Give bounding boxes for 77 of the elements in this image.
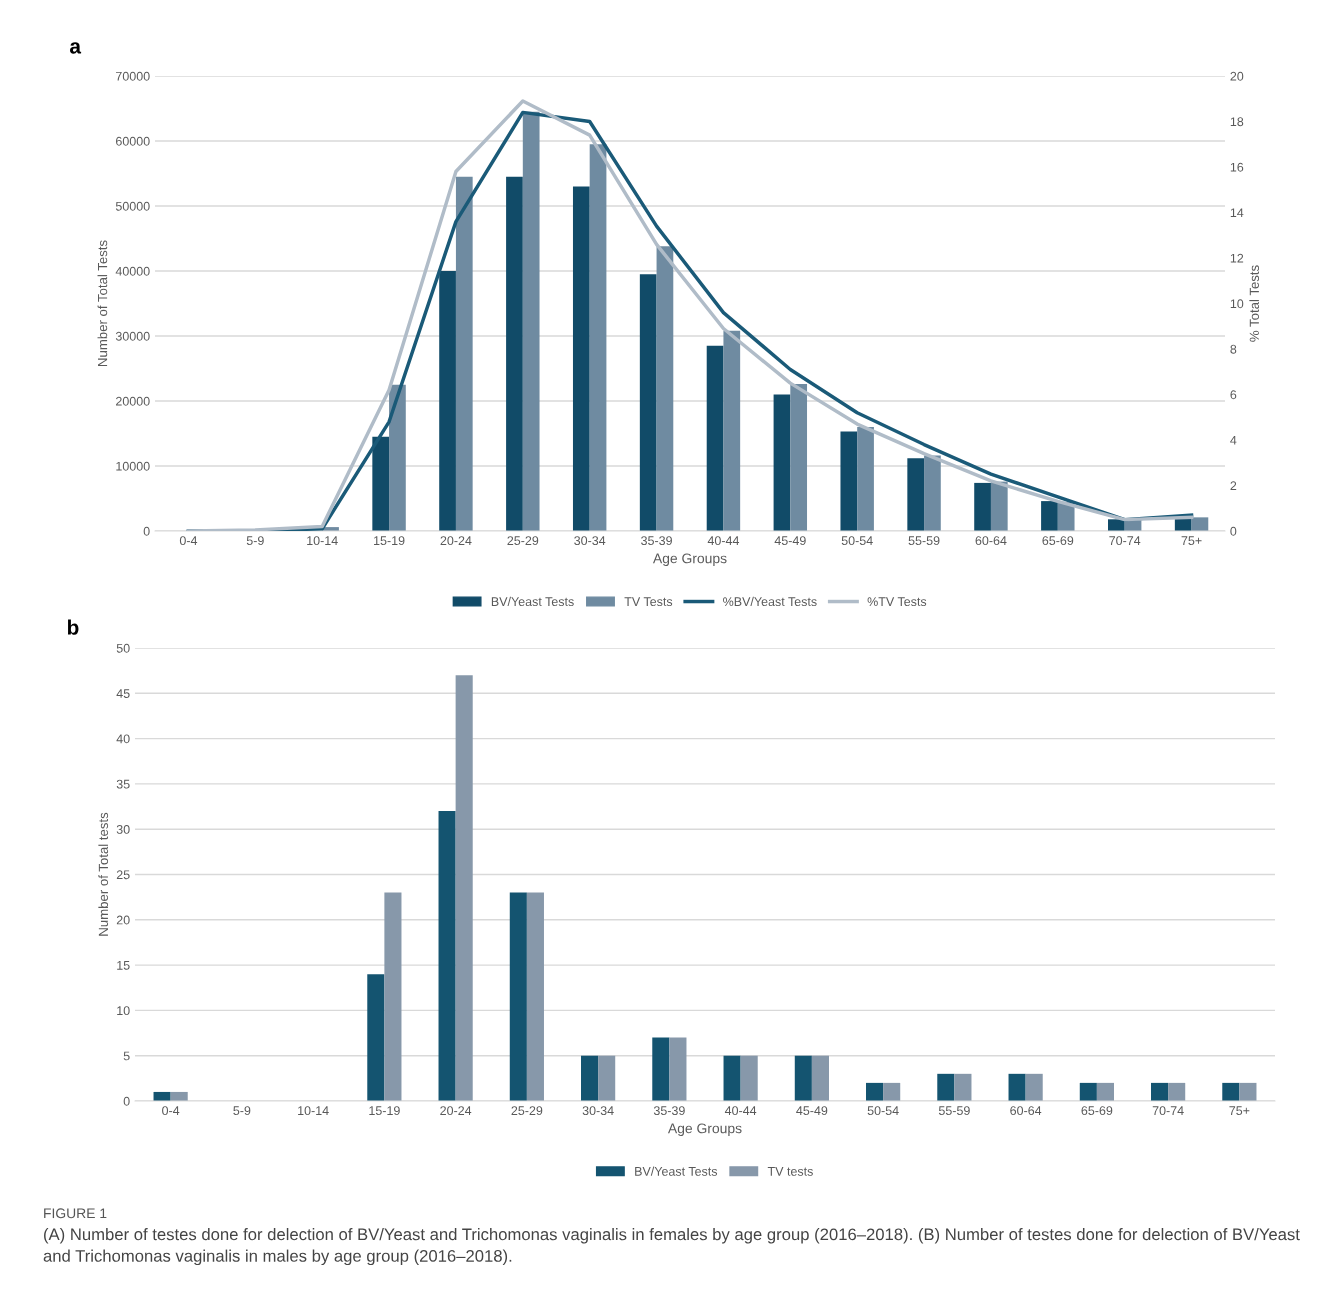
- y-tick-label: 25: [116, 870, 130, 880]
- y-tick-label: 0: [123, 1096, 130, 1106]
- x-tick-label: 40-44: [724, 1106, 757, 1116]
- legend-label: BV/Yeast Tests: [635, 1166, 718, 1176]
- x-tick-label: 15-19: [369, 1106, 400, 1116]
- y-tick-label: 40000: [115, 266, 150, 276]
- legend-label: BV/Yeast Tests: [491, 596, 574, 607]
- x-tick-label: 40-44: [707, 536, 740, 546]
- y-tick-label: 50: [116, 643, 130, 653]
- y2-tick-label: 0: [1230, 526, 1237, 536]
- x-tick-label: 10-14: [298, 1106, 329, 1116]
- x-tick-label: 15-19: [374, 536, 405, 546]
- x-tick-label: 65-69: [1042, 536, 1074, 546]
- x-tick-label: 30-34: [574, 536, 606, 546]
- y2-tick-label: 6: [1230, 390, 1237, 400]
- legend-label: TV Tests: [624, 597, 673, 607]
- y-tick-label: 30000: [115, 331, 150, 341]
- x-tick-label: 20-24: [440, 536, 472, 546]
- y-tick-label: 70000: [116, 71, 150, 81]
- y-tick-label: 20: [116, 915, 130, 925]
- y-tick-label: 60000: [116, 136, 150, 146]
- y-tick-label: 50000: [115, 201, 150, 211]
- x-tick-label: 55-59: [938, 1106, 970, 1116]
- y-tick-label: 45: [116, 689, 130, 698]
- x-tick-label: 35-39: [653, 1106, 685, 1116]
- y-tick-label: 10000: [116, 461, 150, 471]
- y2-tick-label: 16: [1230, 162, 1244, 172]
- x-tick-label: 50-54: [841, 536, 873, 546]
- y2-tick-label: 10: [1230, 299, 1244, 309]
- x-tick-label: 65-69: [1081, 1106, 1113, 1116]
- x-tick-label: 45-49: [796, 1106, 828, 1116]
- y-tick-label: 15: [117, 961, 130, 970]
- y-tick-label: 10: [117, 1006, 130, 1016]
- y2-tick-label: 14: [1230, 208, 1244, 218]
- x-tick-label: 55-59: [908, 536, 940, 546]
- x-tick-label: 75+: [1181, 536, 1202, 546]
- x-tick-label: 70-74: [1152, 1106, 1184, 1116]
- x-tick-label: 25-29: [507, 536, 539, 546]
- y-axis-title: Number of Total Tests: [97, 240, 108, 366]
- x-tick-label: 60-64: [1010, 1106, 1042, 1116]
- x-tick-label: 5-9: [233, 1106, 251, 1116]
- x-axis-title: Age Groups: [652, 553, 727, 567]
- x-tick-label: 25-29: [511, 1106, 543, 1116]
- y2-tick-label: 20: [1230, 71, 1244, 81]
- x-tick-label: 35-39: [641, 536, 672, 546]
- y-tick-label: 30: [116, 825, 130, 834]
- x-tick-label: 0-4: [179, 536, 198, 546]
- y2-axis-title: % Total Tests: [1249, 265, 1260, 342]
- y2-tick-label: 2: [1230, 481, 1237, 491]
- x-tick-label: 60-64: [975, 536, 1007, 546]
- x-tick-label: 30-34: [582, 1106, 614, 1116]
- y2-tick-label: 18: [1230, 117, 1244, 127]
- y-tick-label: 40: [116, 734, 130, 744]
- legend-label: TV tests: [767, 1167, 813, 1176]
- x-tick-label: 5-9: [246, 536, 264, 546]
- y-tick-label: 20000: [116, 396, 150, 406]
- legend-label: %TV Tests: [867, 597, 927, 607]
- y-tick-label: 0: [143, 526, 150, 536]
- legend-label: %BV/Yeast Tests: [723, 596, 817, 607]
- chart-title: a: [70, 42, 82, 54]
- y-tick-label: 35: [116, 779, 130, 789]
- chart-title: b: [67, 619, 79, 635]
- x-tick-label: 75+: [1229, 1106, 1250, 1116]
- y2-tick-label: 8: [1230, 344, 1237, 354]
- y2-tick-label: 12: [1230, 253, 1244, 263]
- y2-tick-label: 4: [1230, 435, 1237, 445]
- y-axis-title: Number of Total tests: [98, 812, 109, 936]
- x-tick-label: 50-54: [867, 1106, 899, 1116]
- x-tick-label: 70-74: [1109, 536, 1141, 546]
- x-tick-label: 45-49: [774, 536, 806, 546]
- x-tick-label: 10-14: [307, 536, 338, 546]
- x-tick-label: 0-4: [162, 1106, 180, 1116]
- x-axis-title: Age Groups: [667, 1123, 742, 1137]
- y-tick-label: 5: [123, 1051, 130, 1061]
- text: (A) Number of testes done for delection of BV/Yeast and Trichomonas vaginalis in females by age group (2016–2018). (B) Number of testes done for delection of BV/Yeast and Trichomonas vaginalis in males by age group (2016–2018).: [43, 1228, 1300, 1266]
- x-tick-label: 20-24: [440, 1106, 472, 1116]
- caption: FIGURE 1: [44, 1208, 107, 1219]
